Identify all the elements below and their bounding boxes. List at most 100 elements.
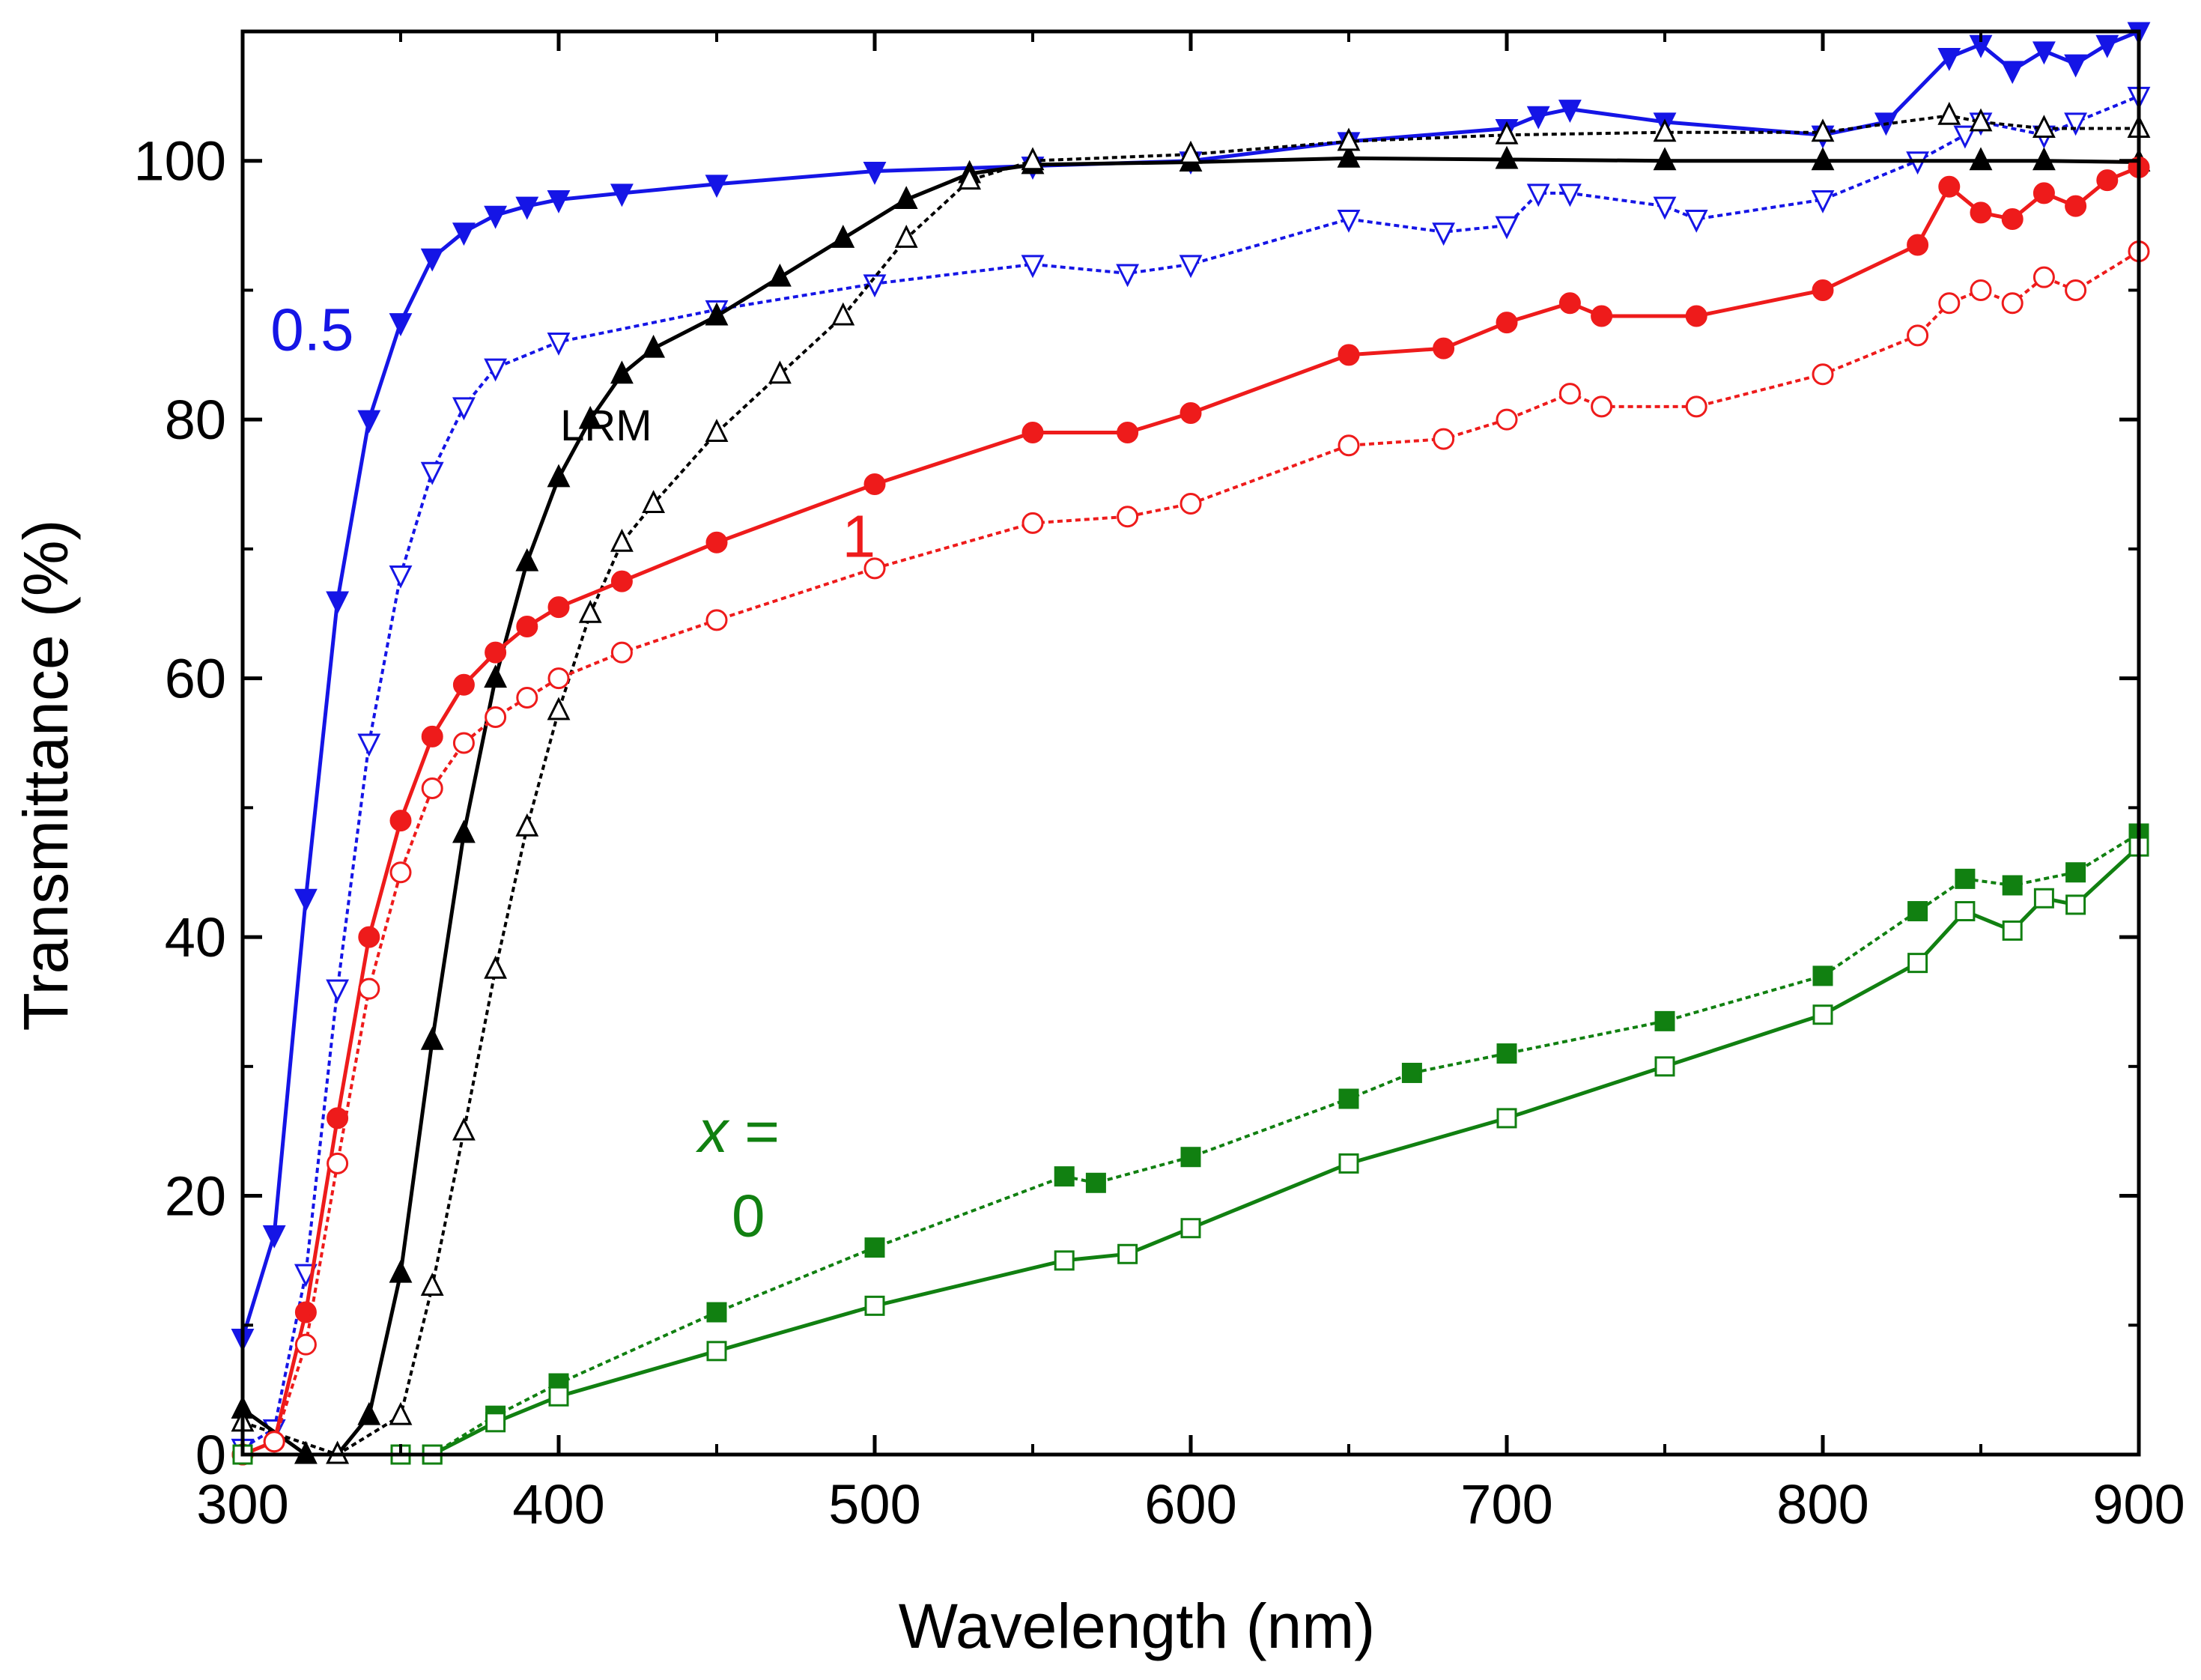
- data-point: [484, 205, 508, 229]
- data-point: [420, 248, 444, 272]
- data-point: [452, 397, 476, 421]
- data-point: [294, 1333, 317, 1356]
- data-point: [1021, 512, 1044, 534]
- data-point: [1054, 1250, 1075, 1271]
- data-point: [1812, 363, 1834, 386]
- x-tick-label: 900: [2092, 1473, 2185, 1535]
- data-point: [1054, 1166, 1075, 1187]
- data-point: [1021, 421, 1044, 443]
- data-point: [831, 302, 855, 326]
- data-point: [1907, 234, 1929, 256]
- data-point: [610, 360, 634, 384]
- data-point: [1812, 965, 1833, 986]
- series-line: [241, 94, 2140, 1450]
- data-point: [357, 1401, 381, 1425]
- data-point: [1433, 337, 1455, 360]
- data-point: [1907, 901, 1928, 922]
- data-point: [1558, 100, 1582, 123]
- data-point: [1591, 395, 1613, 418]
- data-point: [484, 664, 508, 688]
- data-point: [2065, 195, 2087, 217]
- series-7: [232, 836, 2149, 1465]
- series-2: [231, 144, 2151, 1464]
- data-point: [863, 473, 886, 496]
- data-point: [1938, 175, 1961, 198]
- data-point: [1937, 101, 1961, 125]
- data-point: [1180, 1147, 1201, 1168]
- plot-frame: [240, 29, 2141, 1457]
- data-point: [547, 464, 571, 488]
- data-point: [863, 557, 886, 580]
- data-point: [1116, 264, 1140, 288]
- data-point: [2065, 894, 2086, 915]
- data-point: [1495, 121, 1519, 145]
- data-point: [1179, 255, 1203, 279]
- y-tick-label: 60: [165, 648, 226, 710]
- data-point: [1180, 492, 1202, 515]
- data-point: [1117, 1243, 1138, 1264]
- axis-ticks: 300 400 500 600 700 800 900 0 20 40 60 80 100: [134, 30, 2185, 1535]
- data-point: [864, 1237, 885, 1258]
- annotation-label-lrm: LRM: [560, 401, 652, 450]
- data-point: [1654, 1056, 1675, 1077]
- data-point: [2064, 112, 2088, 136]
- series-line: [242, 249, 2140, 1456]
- data-point: [610, 641, 633, 664]
- data-point: [2032, 41, 2056, 65]
- data-point: [1401, 1062, 1422, 1083]
- data-point: [1685, 305, 1707, 327]
- data-point: [1811, 118, 1835, 142]
- data-point: [358, 926, 380, 948]
- series-line: [240, 29, 2140, 1339]
- data-point: [547, 596, 570, 619]
- data-point: [2032, 115, 2056, 139]
- series-line: [242, 114, 2139, 1456]
- data-point: [1180, 1218, 1201, 1239]
- data-point: [1907, 324, 1929, 347]
- data-point: [389, 1401, 413, 1425]
- data-point: [1338, 434, 1360, 457]
- data-point: [420, 1026, 444, 1050]
- data-point: [263, 1431, 285, 1453]
- data-point: [1591, 305, 1613, 327]
- data-point: [357, 410, 381, 434]
- data-point: [2064, 54, 2088, 78]
- data-point: [2065, 862, 2086, 883]
- data-point: [705, 175, 729, 198]
- data-point: [1495, 145, 1519, 169]
- series-line: [242, 166, 2140, 1457]
- data-point: [326, 979, 350, 1003]
- x-tick-label: 300: [196, 1473, 288, 1535]
- data-point: [642, 334, 666, 358]
- data-point: [1953, 125, 1977, 149]
- data-point: [1496, 408, 1518, 431]
- data-point: [1969, 108, 1993, 132]
- data-point: [516, 687, 538, 709]
- x-tick-label: 800: [1776, 1473, 1868, 1535]
- x-tick-label: 600: [1144, 1473, 1236, 1535]
- data-point: [610, 184, 634, 207]
- y-tick-label: 100: [134, 130, 226, 192]
- data-point: [1179, 140, 1203, 164]
- data-point: [1433, 428, 1455, 450]
- y-tick-label: 40: [165, 906, 226, 968]
- data-point: [2065, 279, 2087, 301]
- data-point: [1812, 279, 1834, 301]
- data-point: [1337, 127, 1361, 151]
- data-point: [2032, 182, 2055, 204]
- data-point: [578, 599, 602, 623]
- annotation-layer: 0.5 LRM 1 x = 0: [270, 296, 875, 1249]
- data-point: [485, 641, 507, 664]
- data-point: [485, 706, 507, 728]
- plot-border: [240, 29, 2141, 1457]
- data-point: [705, 419, 729, 442]
- data-point: [452, 819, 476, 843]
- x-tick-label: 500: [828, 1473, 920, 1535]
- data-point: [327, 1152, 349, 1174]
- data-point: [547, 697, 571, 721]
- data-point: [389, 565, 413, 589]
- data-point: [452, 222, 476, 246]
- data-point: [2002, 920, 2023, 941]
- y-tick-label: 20: [165, 1165, 226, 1228]
